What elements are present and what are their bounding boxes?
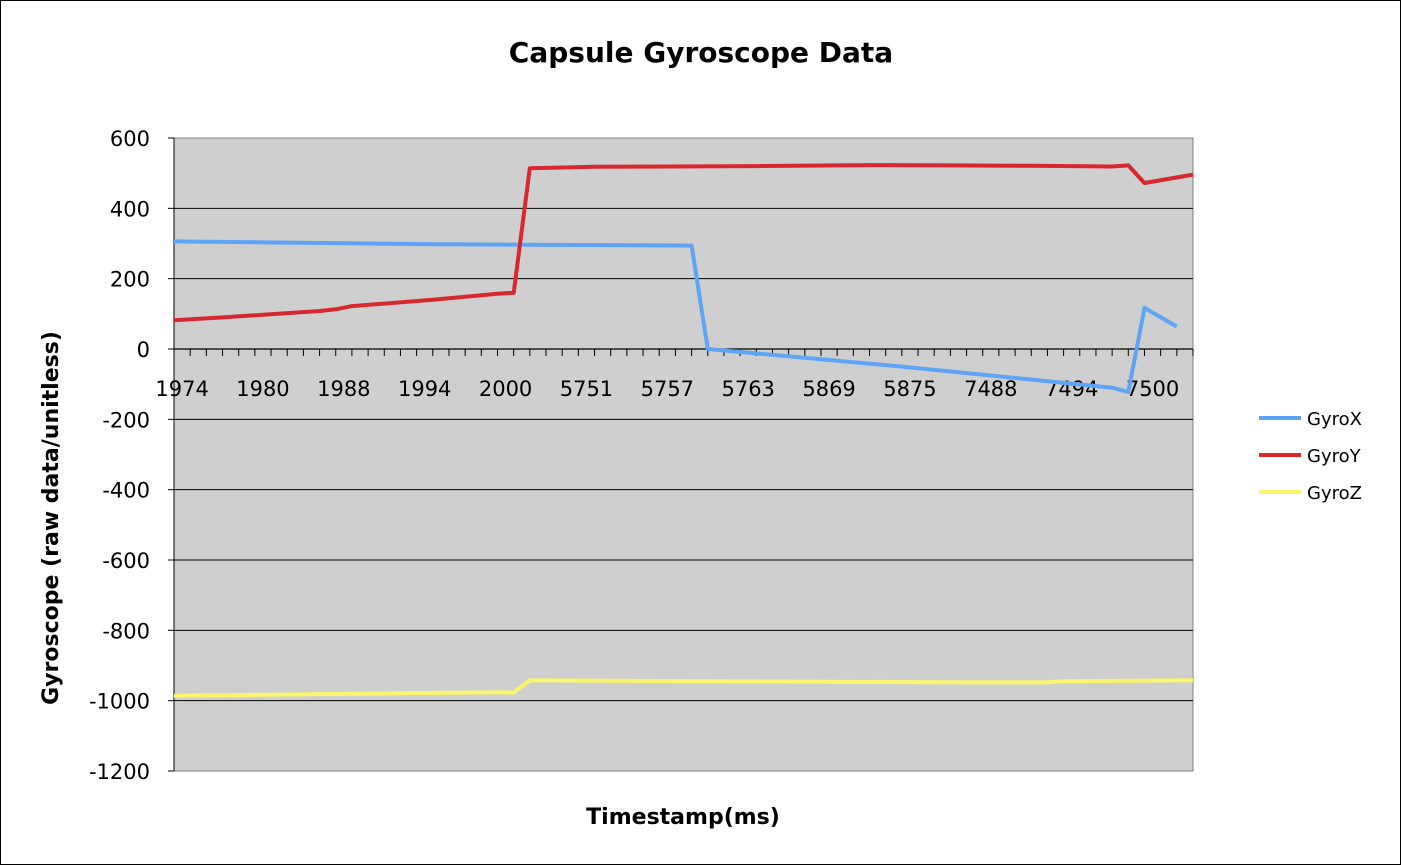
- legend: GyroX GyroY GyroZ: [1259, 409, 1362, 504]
- x-tick-label: 5875: [883, 377, 936, 401]
- y-tick-label: -600: [102, 549, 150, 573]
- legend-label-gyroy: GyroY: [1307, 446, 1362, 467]
- y-tick-label: -400: [102, 479, 150, 503]
- x-tick-label: 7500: [1126, 377, 1179, 401]
- y-axis: 600 400 200 0 -200 -400 -600 -800 -1000 -1200: [89, 127, 175, 784]
- x-tick-label: 1994: [398, 377, 451, 401]
- series-lines: [173, 163, 1194, 698]
- x-tick-label: 7488: [964, 377, 1017, 401]
- y-tick-label: -1200: [89, 760, 150, 784]
- y-tick-label: -800: [102, 619, 150, 643]
- x-tick-label: 1988: [317, 377, 370, 401]
- legend-label-gyrox: GyroX: [1307, 409, 1362, 430]
- y-tick-label: 0: [137, 338, 150, 362]
- series-line-gyroy: [173, 163, 1194, 323]
- y-tick-label: 400: [110, 197, 150, 221]
- x-axis-title: Timestamp(ms): [586, 805, 780, 830]
- x-tick-label: 5751: [560, 377, 613, 401]
- x-tick-label: 5869: [802, 377, 855, 401]
- x-tick-label: 2000: [479, 377, 532, 401]
- y-tick-label: 200: [110, 268, 150, 292]
- x-tick-label: 1974: [155, 377, 208, 401]
- y-tick-label: -1000: [89, 690, 150, 714]
- legend-label-gyroz: GyroZ: [1307, 483, 1362, 504]
- y-tick-label: 600: [110, 127, 150, 151]
- y-tick-label: -200: [102, 408, 150, 432]
- x-tick-label: 1980: [236, 377, 289, 401]
- series-line-gyroz: [173, 678, 1194, 698]
- chart-title: Capsule Gyroscope Data: [509, 36, 893, 69]
- x-tick-label: 5763: [721, 377, 774, 401]
- x-axis: 1974 1980 1988 1994 2000 5751 5757 5763 5869 5875…: [155, 348, 1194, 401]
- x-tick-label: 5757: [641, 377, 694, 401]
- y-axis-title: Gyroscope (raw data/unitless): [39, 331, 64, 705]
- plot-area: [173, 137, 1194, 772]
